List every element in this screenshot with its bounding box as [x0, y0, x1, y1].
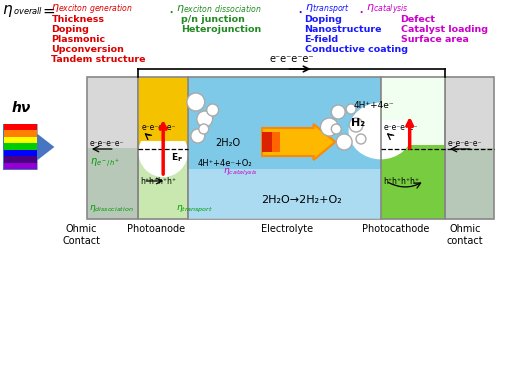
Text: $\eta$: $\eta$	[2, 3, 13, 19]
Circle shape	[199, 124, 208, 134]
Text: Defect: Defect	[400, 15, 435, 24]
Text: 4H⁺+4e⁻: 4H⁺+4e⁻	[353, 101, 394, 110]
Text: 2H₂O: 2H₂O	[215, 138, 240, 148]
Bar	[4, 143, 37, 150]
Text: 2H₂O→2H₂+O₂: 2H₂O→2H₂+O₂	[261, 195, 342, 205]
Bar	[380, 77, 444, 145]
Text: e⁻e⁻e⁻e⁻: e⁻e⁻e⁻e⁻	[141, 123, 176, 132]
Text: $\eta_{catalysis}$: $\eta_{catalysis}$	[222, 166, 257, 178]
Text: hν: hν	[12, 101, 32, 115]
Bar	[4, 130, 37, 137]
Circle shape	[320, 118, 337, 136]
Text: $\eta_{transport}$: $\eta_{transport}$	[176, 204, 213, 214]
Text: Doping: Doping	[51, 25, 89, 34]
Ellipse shape	[138, 127, 187, 177]
Bar	[262, 132, 271, 152]
Bar	[87, 77, 138, 219]
Text: 4H⁺+4e⁻+O₂: 4H⁺+4e⁻+O₂	[197, 159, 252, 168]
Bar	[138, 77, 187, 141]
Text: Tandem structure: Tandem structure	[51, 55, 146, 64]
Text: h⁺h⁺h⁺h⁺: h⁺h⁺h⁺h⁺	[140, 176, 176, 185]
Text: Heterojunction: Heterojunction	[181, 25, 261, 34]
Text: e⁻e⁻e⁻e⁻: e⁻e⁻e⁻e⁻	[447, 139, 482, 147]
Bar	[271, 132, 279, 152]
Bar	[187, 77, 380, 219]
Text: Surface area: Surface area	[400, 35, 467, 44]
Text: Nanostructure: Nanostructure	[304, 25, 381, 34]
Text: Electrolyte: Electrolyte	[260, 224, 312, 234]
Bar	[4, 137, 37, 143]
Text: $=$: $=$	[40, 3, 55, 18]
Circle shape	[335, 134, 351, 150]
Circle shape	[349, 118, 362, 132]
Text: Thickness: Thickness	[51, 15, 104, 24]
Circle shape	[331, 105, 345, 119]
Text: e⁻e⁻e⁻e⁻: e⁻e⁻e⁻e⁻	[90, 139, 124, 147]
Text: $\eta_{e^-/h^+}$: $\eta_{e^-/h^+}$	[90, 156, 120, 170]
Circle shape	[206, 104, 218, 116]
Circle shape	[190, 129, 204, 143]
Text: Photocathode: Photocathode	[361, 224, 429, 234]
Polygon shape	[3, 124, 54, 170]
Text: Doping: Doping	[304, 15, 342, 24]
Bar	[380, 145, 444, 219]
Bar	[138, 77, 187, 219]
Text: Conductive coating: Conductive coating	[304, 45, 407, 54]
Bar	[4, 124, 37, 130]
Ellipse shape	[348, 103, 412, 159]
Bar	[87, 148, 138, 219]
Text: $\cdot$: $\cdot$	[357, 3, 363, 21]
Bar	[138, 77, 187, 152]
Text: h⁺h⁺h⁺h⁺: h⁺h⁺h⁺h⁺	[383, 176, 419, 185]
Text: $\eta_{dissociation}$: $\eta_{dissociation}$	[89, 204, 133, 214]
FancyArrow shape	[262, 124, 334, 160]
Text: Catalyst loading: Catalyst loading	[400, 25, 487, 34]
Bar	[380, 77, 444, 120]
Bar	[4, 156, 37, 163]
Text: e⁻e⁻e⁻e⁻: e⁻e⁻e⁻e⁻	[383, 123, 417, 132]
Text: H₂: H₂	[350, 118, 364, 128]
Circle shape	[196, 111, 212, 127]
Text: $\eta_{exciton\ dissociation}$: $\eta_{exciton\ dissociation}$	[176, 3, 261, 15]
Text: $\eta_{transport}$: $\eta_{transport}$	[304, 3, 349, 17]
Bar	[187, 169, 380, 219]
Text: $\eta_{exciton\ generation}$: $\eta_{exciton\ generation}$	[51, 3, 133, 17]
Text: $\cdot$: $\cdot$	[168, 3, 173, 21]
Text: $_{overall}$: $_{overall}$	[13, 3, 43, 16]
Bar	[87, 77, 138, 148]
Text: Ohmic
contact: Ohmic contact	[445, 224, 482, 246]
Text: Photoanode: Photoanode	[127, 224, 185, 234]
Text: E-field: E-field	[304, 35, 338, 44]
Bar	[138, 152, 187, 219]
Bar	[444, 77, 494, 148]
Text: $\cdot$: $\cdot$	[296, 3, 302, 21]
Text: $\mathbf{E_F}$: $\mathbf{E_F}$	[171, 151, 183, 163]
Text: p/n junction: p/n junction	[181, 15, 244, 24]
Circle shape	[346, 104, 355, 114]
Bar	[380, 77, 444, 219]
Bar	[4, 150, 37, 156]
Text: e⁻e⁻e⁻e⁻: e⁻e⁻e⁻e⁻	[269, 54, 314, 64]
Text: Plasmonic: Plasmonic	[51, 35, 105, 44]
Circle shape	[331, 124, 341, 134]
Text: Ohmic
Contact: Ohmic Contact	[62, 224, 100, 246]
Bar	[444, 148, 494, 219]
Bar	[4, 163, 37, 169]
Text: $\eta_{catalysis}$: $\eta_{catalysis}$	[365, 3, 408, 17]
Bar	[444, 77, 494, 219]
Text: Upconversion: Upconversion	[51, 45, 124, 54]
Circle shape	[187, 93, 204, 111]
Circle shape	[355, 134, 365, 144]
